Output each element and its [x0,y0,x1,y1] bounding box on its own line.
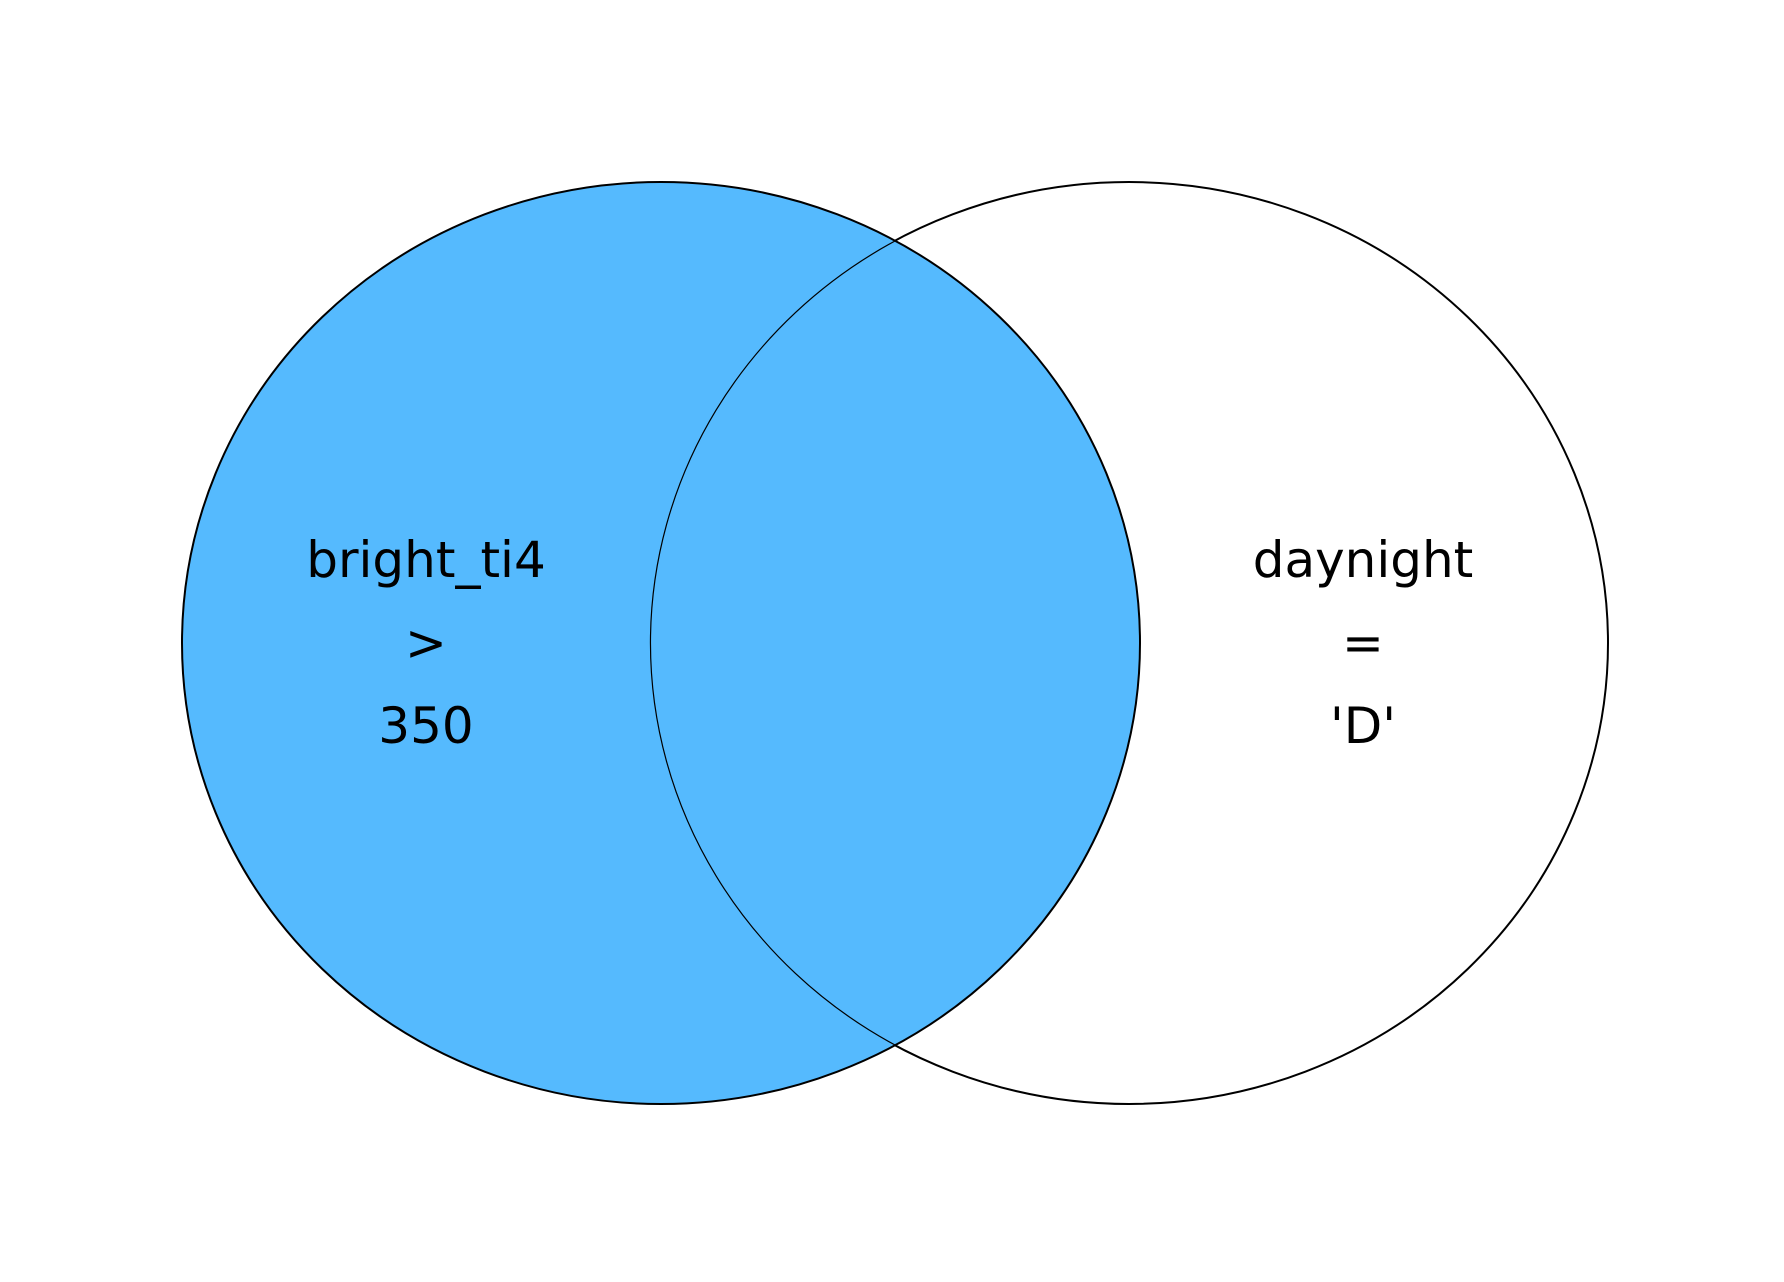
left-set-label-line-2: > [405,614,447,672]
intersection-boundary [649,240,896,1046]
right-set-label-line-1: daynight [1253,531,1474,589]
left-set-circle [181,181,1141,1105]
left-set-label-line-3: 350 [378,697,473,755]
right-set-label-line-2: = [1342,614,1384,672]
left-set-label-line-1: bright_ti4 [306,531,546,589]
right-set-label-line-3: 'D' [1330,697,1396,755]
